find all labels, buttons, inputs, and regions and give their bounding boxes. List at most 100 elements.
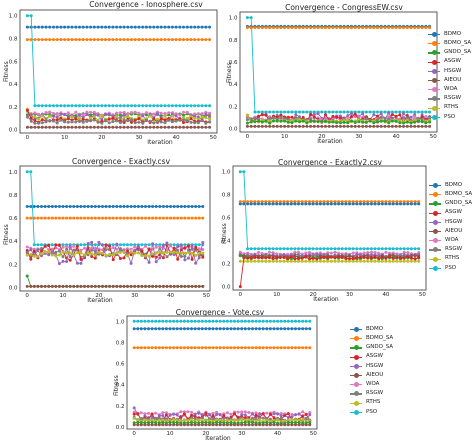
data-point [268, 26, 272, 30]
data-point [133, 121, 137, 125]
data-point [163, 121, 167, 125]
data-point [70, 25, 74, 29]
data-point [143, 423, 147, 427]
data-point [92, 25, 96, 29]
data-point [29, 14, 33, 18]
data-point [182, 412, 186, 416]
data-point [48, 114, 52, 118]
data-point [179, 319, 183, 323]
data-point [92, 125, 96, 129]
legend-label: AIEOU [366, 371, 384, 378]
data-point [301, 346, 305, 350]
data-point [316, 26, 320, 30]
data-point [247, 423, 251, 427]
data-point [208, 319, 211, 323]
data-point [390, 113, 394, 117]
data-point [197, 327, 201, 331]
data-point [122, 38, 126, 42]
data-point [368, 110, 372, 114]
data-point [304, 319, 308, 323]
data-point [197, 423, 201, 427]
data-point [150, 319, 154, 323]
data-point [364, 26, 368, 30]
data-point [85, 38, 89, 42]
data-point [258, 418, 262, 422]
data-point [175, 423, 179, 427]
data-point [164, 423, 168, 427]
data-point [298, 116, 301, 120]
data-point [409, 26, 413, 30]
data-point [115, 104, 119, 108]
data-point [85, 119, 89, 123]
data-point [308, 413, 312, 417]
data-point [157, 414, 161, 418]
data-point [413, 115, 417, 119]
data-point [286, 412, 290, 416]
data-point [96, 104, 100, 108]
data-point [148, 114, 152, 118]
data-point [147, 327, 150, 331]
data-point [264, 113, 268, 117]
data-point [55, 125, 59, 129]
data-point [152, 112, 156, 116]
data-point [107, 113, 111, 116]
data-point [122, 118, 126, 122]
data-point [215, 346, 219, 350]
data-point [163, 114, 167, 118]
data-point [265, 423, 269, 427]
data-point [37, 25, 41, 29]
data-point [44, 38, 48, 42]
data-point [150, 420, 154, 424]
data-point [170, 125, 174, 129]
data-point [320, 110, 324, 114]
y-tick-label: 0.4 [229, 82, 238, 88]
data-point [55, 112, 59, 116]
data-point [308, 327, 312, 331]
data-point [279, 414, 283, 418]
data-point [196, 112, 200, 116]
data-point [304, 346, 308, 350]
data-point [174, 38, 178, 42]
data-point [163, 125, 167, 129]
data-point [413, 26, 417, 30]
data-point [55, 121, 59, 125]
y-tick-label: 0.0 [9, 128, 18, 134]
data-point [168, 413, 172, 417]
data-point [66, 125, 70, 129]
data-point [111, 104, 115, 108]
data-point [40, 121, 44, 125]
data-point [387, 111, 391, 115]
data-point [254, 346, 258, 350]
data-point [225, 411, 229, 415]
data-point [70, 104, 74, 108]
x-tick-label: 50 [430, 134, 437, 140]
data-point [240, 327, 244, 331]
data-point [143, 327, 147, 331]
data-point [159, 120, 163, 124]
data-point [297, 319, 301, 323]
data-point [200, 416, 204, 420]
data-point [286, 423, 290, 427]
data-point [405, 114, 409, 117]
legend-label: BDMO_SA [366, 335, 394, 342]
data-point [272, 416, 276, 420]
data-point [265, 411, 269, 415]
data-point [92, 115, 96, 119]
data-point [208, 327, 211, 331]
data-point [156, 38, 159, 42]
data-point [81, 104, 85, 108]
data-point [290, 110, 294, 114]
data-point [152, 125, 156, 129]
data-point [111, 120, 115, 124]
data-point [268, 423, 272, 427]
data-point [409, 115, 413, 119]
data-point [154, 416, 158, 420]
data-point [208, 111, 212, 115]
data-point [25, 14, 29, 18]
data-point [193, 423, 197, 427]
data-point [130, 111, 133, 114]
data-point [211, 414, 215, 418]
data-point [126, 115, 130, 119]
data-point [154, 319, 158, 323]
